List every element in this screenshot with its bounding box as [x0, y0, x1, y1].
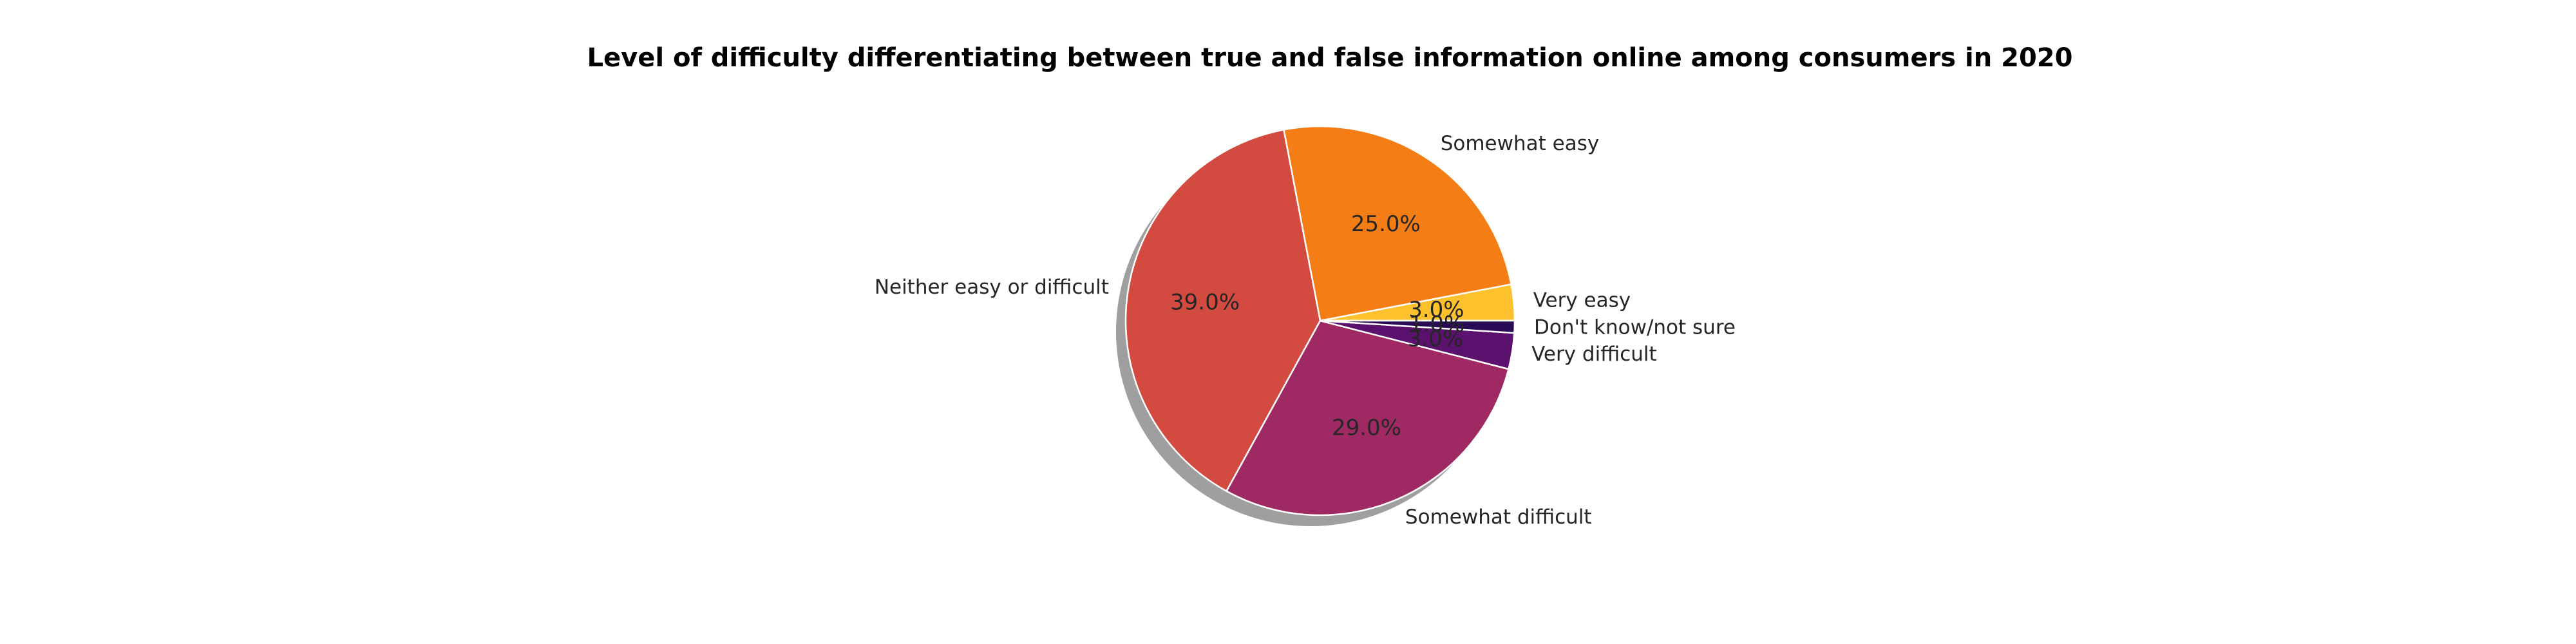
pie-percent-labels: 3.0% 25.0% 39.0% 29.0% 3.0%1.0% [1170, 211, 1464, 440]
slice-percent-don-t-know-not-sure: 1.0% [1409, 312, 1464, 337]
pie-slice-neither-easy-or-difficult [1124, 129, 1321, 492]
chart-title: Level of difficulty differentiating betw… [587, 43, 2073, 73]
pie-slice-labels: Very easy Somewhat easy Neither easy or di… [875, 132, 1736, 529]
slice-percent-neither-easy-or-difficult: 39.0% [1170, 290, 1240, 316]
slice-label-neither-easy-or-difficult: Neither easy or difficult [875, 276, 1109, 299]
slice-label-very-difficult: Very difficult [1531, 343, 1657, 366]
pie-slice-somewhat-difficult [1226, 319, 1510, 516]
pie-slice-somewhat-easy [1283, 125, 1512, 322]
pie-slices [1124, 125, 1516, 516]
slice-label-don-t-know-not-sure: Don't know/not sure [1534, 316, 1736, 339]
slice-label-somewhat-easy: Somewhat easy [1441, 132, 1600, 155]
slice-percent-very-easy: 3.0% [1408, 297, 1464, 323]
slice-percent-very-difficult: 3.0% [1408, 326, 1463, 352]
slice-percent-somewhat-easy: 25.0% [1351, 211, 1421, 237]
slice-label-very-easy: Very easy [1533, 289, 1631, 312]
slice-label-somewhat-difficult: Somewhat difficult [1405, 506, 1592, 529]
pie-slice-don-t-know-not-sure [1319, 319, 1516, 334]
slice-percent-somewhat-difficult: 29.0% [1332, 415, 1401, 440]
